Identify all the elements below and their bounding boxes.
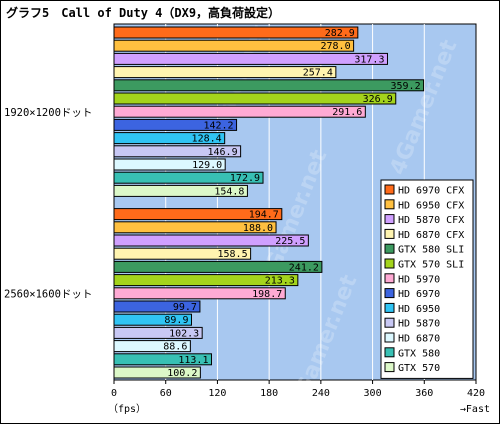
bar bbox=[113, 234, 309, 247]
legend-label: GTX 570 SLI bbox=[398, 260, 464, 271]
value-label: 198.7 bbox=[252, 289, 282, 300]
legend-swatch bbox=[384, 214, 395, 225]
legend-label: GTX 580 SLI bbox=[398, 245, 464, 256]
category-labels: 1920×1200ドット 2560×1600ドット bbox=[4, 107, 92, 301]
legend-swatch bbox=[384, 243, 395, 254]
bar bbox=[113, 66, 337, 79]
value-label: 359.2 bbox=[390, 81, 420, 92]
bar bbox=[113, 92, 397, 105]
bar bbox=[113, 79, 425, 92]
legend-label: HD 5870 bbox=[398, 319, 440, 330]
x-tick-label: 420 bbox=[467, 388, 485, 399]
x-axis: 0 60 120 180 240 300 360 420 bbox=[111, 380, 485, 399]
x-tick-label: 60 bbox=[160, 388, 172, 399]
bar bbox=[113, 353, 212, 366]
bar bbox=[113, 184, 248, 197]
legend-swatch bbox=[384, 288, 395, 299]
legend-swatch bbox=[384, 228, 395, 239]
legend-swatch bbox=[384, 273, 395, 284]
value-label: 317.3 bbox=[354, 54, 384, 65]
chart-title: グラフ5 Call of Duty 4（DX9，高負荷設定） bbox=[6, 6, 281, 20]
bar bbox=[113, 300, 201, 313]
bar bbox=[113, 287, 286, 300]
legend-swatch bbox=[384, 347, 395, 358]
x-axis-label: （fps） bbox=[108, 403, 146, 415]
value-label: 128.4 bbox=[192, 134, 222, 145]
value-label: 88.6 bbox=[163, 342, 187, 353]
x-tick-label: 360 bbox=[415, 388, 433, 399]
legend-swatch bbox=[384, 258, 395, 269]
legend-swatch bbox=[384, 184, 395, 195]
value-label: 158.5 bbox=[218, 249, 248, 260]
legend-label: HD 6950 bbox=[398, 304, 440, 315]
legend-label: HD 6870 bbox=[398, 334, 440, 345]
value-label: 241.2 bbox=[289, 262, 319, 273]
x-tick-label: 120 bbox=[208, 388, 226, 399]
legend-label: HD 6870 CFX bbox=[398, 230, 464, 241]
bar bbox=[113, 260, 323, 273]
bar bbox=[113, 26, 359, 39]
value-label: 99.7 bbox=[173, 302, 197, 313]
value-label: 172.9 bbox=[230, 173, 260, 184]
category-label: 1920×1200ドット bbox=[4, 107, 92, 119]
bar bbox=[113, 221, 277, 234]
value-label: 142.2 bbox=[203, 120, 233, 131]
legend-label: GTX 570 bbox=[398, 363, 440, 374]
bar bbox=[113, 132, 226, 145]
legend-label: HD 6970 bbox=[398, 289, 440, 300]
legend-label: HD 5870 CFX bbox=[398, 215, 464, 226]
bar bbox=[113, 118, 238, 131]
value-label: 278.0 bbox=[321, 41, 351, 52]
x-tick-label: 300 bbox=[364, 388, 382, 399]
legend-label: GTX 580 bbox=[398, 348, 440, 359]
value-label: 326.9 bbox=[363, 94, 393, 105]
legend-swatch bbox=[384, 332, 395, 343]
x-tick-label: 180 bbox=[260, 388, 278, 399]
value-label: 257.4 bbox=[303, 68, 333, 79]
x-direction-label: →Fast bbox=[460, 404, 490, 415]
value-label: 213.3 bbox=[265, 276, 295, 287]
legend-swatch bbox=[384, 317, 395, 328]
value-label: 188.0 bbox=[243, 223, 273, 234]
value-label: 194.7 bbox=[249, 210, 279, 221]
bar bbox=[113, 145, 242, 158]
bar bbox=[113, 158, 226, 171]
value-label: 102.3 bbox=[169, 328, 199, 339]
bar bbox=[113, 247, 252, 260]
bar bbox=[113, 313, 192, 326]
value-label: 113.1 bbox=[178, 355, 208, 366]
legend-label: HD 6970 CFX bbox=[398, 186, 464, 197]
bar bbox=[113, 366, 201, 379]
value-label: 100.2 bbox=[167, 368, 197, 379]
bars bbox=[113, 26, 425, 379]
legend-swatch bbox=[384, 362, 395, 373]
legend-swatch bbox=[384, 199, 395, 210]
value-label: 89.9 bbox=[164, 315, 188, 326]
bar bbox=[113, 52, 388, 65]
bar bbox=[113, 208, 283, 221]
value-label: 225.5 bbox=[275, 236, 305, 247]
legend-box bbox=[380, 179, 474, 379]
x-tick-label: 240 bbox=[312, 388, 330, 399]
value-label: 146.9 bbox=[208, 147, 238, 158]
bar bbox=[113, 340, 191, 353]
bar bbox=[113, 274, 299, 287]
legend-label: HD 5970 bbox=[398, 274, 440, 285]
legend: HD 6970 CFX HD 6950 CFX HD 5870 CFX HD 6870… bbox=[380, 179, 474, 379]
value-label: 129.0 bbox=[192, 160, 222, 171]
category-label: 2560×1600ドット bbox=[4, 288, 92, 300]
bar bbox=[113, 326, 203, 339]
x-tick-label: 0 bbox=[111, 388, 117, 399]
bar bbox=[113, 171, 264, 184]
value-label: 282.9 bbox=[325, 28, 355, 39]
value-label: 291.6 bbox=[332, 107, 362, 118]
bar bbox=[113, 105, 366, 118]
legend-swatch bbox=[384, 302, 395, 313]
value-label: 154.8 bbox=[214, 186, 244, 197]
legend-label: HD 6950 CFX bbox=[398, 200, 464, 211]
bar bbox=[113, 39, 355, 52]
